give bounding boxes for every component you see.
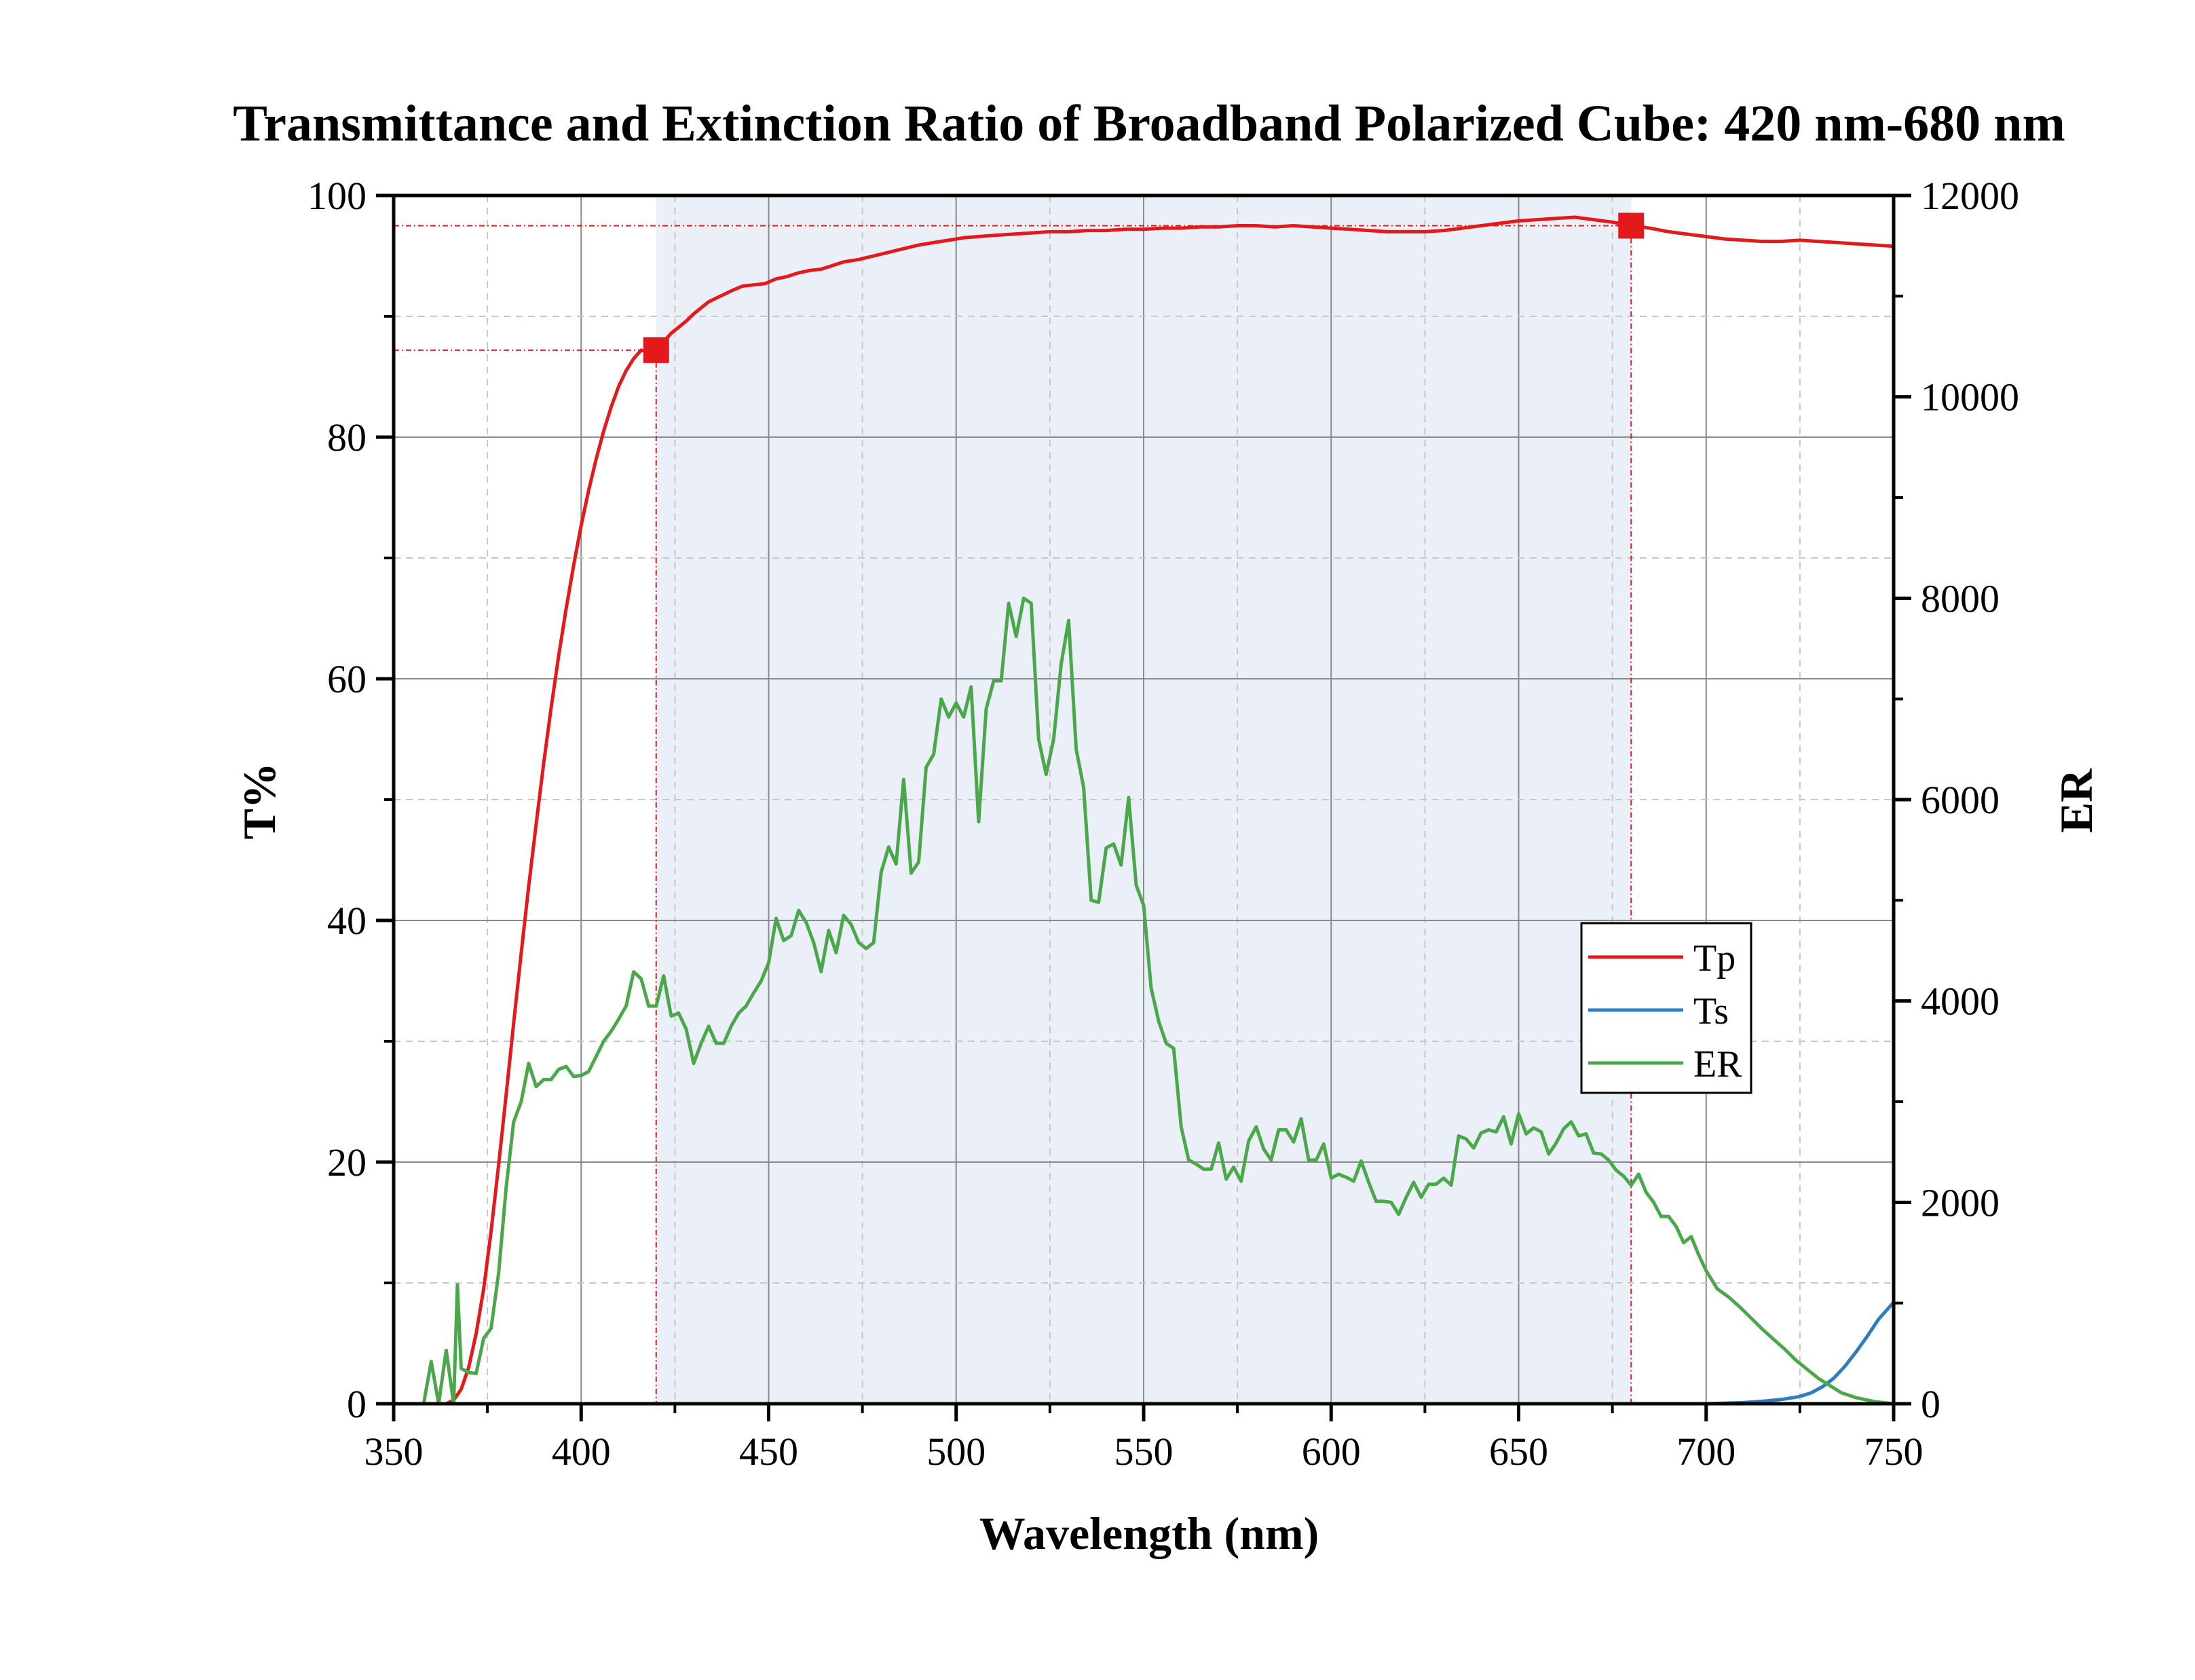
y-left-tick-label: 20 bbox=[327, 1140, 367, 1184]
x-tick-label: 750 bbox=[1864, 1430, 1924, 1474]
x-tick-label: 550 bbox=[1114, 1430, 1174, 1474]
y-left-tick-label: 100 bbox=[307, 174, 367, 218]
markers bbox=[643, 212, 1645, 363]
y-right-tick-label: 6000 bbox=[1921, 778, 2000, 822]
marker-point bbox=[643, 337, 669, 363]
x-tick-label: 350 bbox=[364, 1430, 424, 1474]
x-tick-label: 650 bbox=[1489, 1430, 1548, 1474]
series-line-tp bbox=[394, 215, 1894, 1406]
y-left-tick-label: 0 bbox=[347, 1382, 367, 1426]
y-left-tick-label: 80 bbox=[327, 415, 367, 460]
x-tick-label: 500 bbox=[926, 1430, 986, 1474]
marker-point bbox=[1618, 212, 1645, 239]
axis-tick-labels: 350 400 450 500 550 600 650 700 7500204060801000… bbox=[307, 174, 2019, 1474]
x-tick-label: 600 bbox=[1302, 1430, 1361, 1474]
legend-label-ts: Ts bbox=[1693, 990, 1729, 1032]
y-right-tick-label: 2000 bbox=[1921, 1180, 2000, 1225]
y-right-tick-label: 0 bbox=[1921, 1382, 1940, 1426]
legend: Tp Ts ER bbox=[1580, 922, 1752, 1094]
series-line-er bbox=[394, 596, 1894, 1406]
chart-title: Transmittance and Extinction Ratio of Br… bbox=[233, 95, 2065, 152]
legend-label-tp: Tp bbox=[1693, 937, 1736, 979]
y-left-tick-label: 40 bbox=[327, 899, 367, 943]
x-tick-label: 450 bbox=[739, 1430, 798, 1474]
x-axis-label: Wavelength (nm) bbox=[979, 1508, 1319, 1559]
y-left-tick-label: 60 bbox=[327, 657, 367, 701]
legend-label-er: ER bbox=[1693, 1043, 1742, 1085]
x-tick-label: 700 bbox=[1676, 1430, 1736, 1474]
y-axis-label-left: T% bbox=[233, 762, 285, 839]
x-tick-label: 400 bbox=[552, 1430, 611, 1474]
y-right-tick-label: 10000 bbox=[1921, 375, 2019, 419]
y-right-tick-label: 4000 bbox=[1921, 979, 2000, 1024]
grid bbox=[394, 195, 1894, 1404]
guide-lines bbox=[394, 225, 1632, 1404]
y-axis-label-right: ER bbox=[2050, 768, 2102, 833]
y-right-tick-label: 8000 bbox=[1921, 576, 2000, 620]
axis-ticks bbox=[376, 193, 1911, 1421]
y-right-tick-label: 12000 bbox=[1921, 174, 2019, 218]
